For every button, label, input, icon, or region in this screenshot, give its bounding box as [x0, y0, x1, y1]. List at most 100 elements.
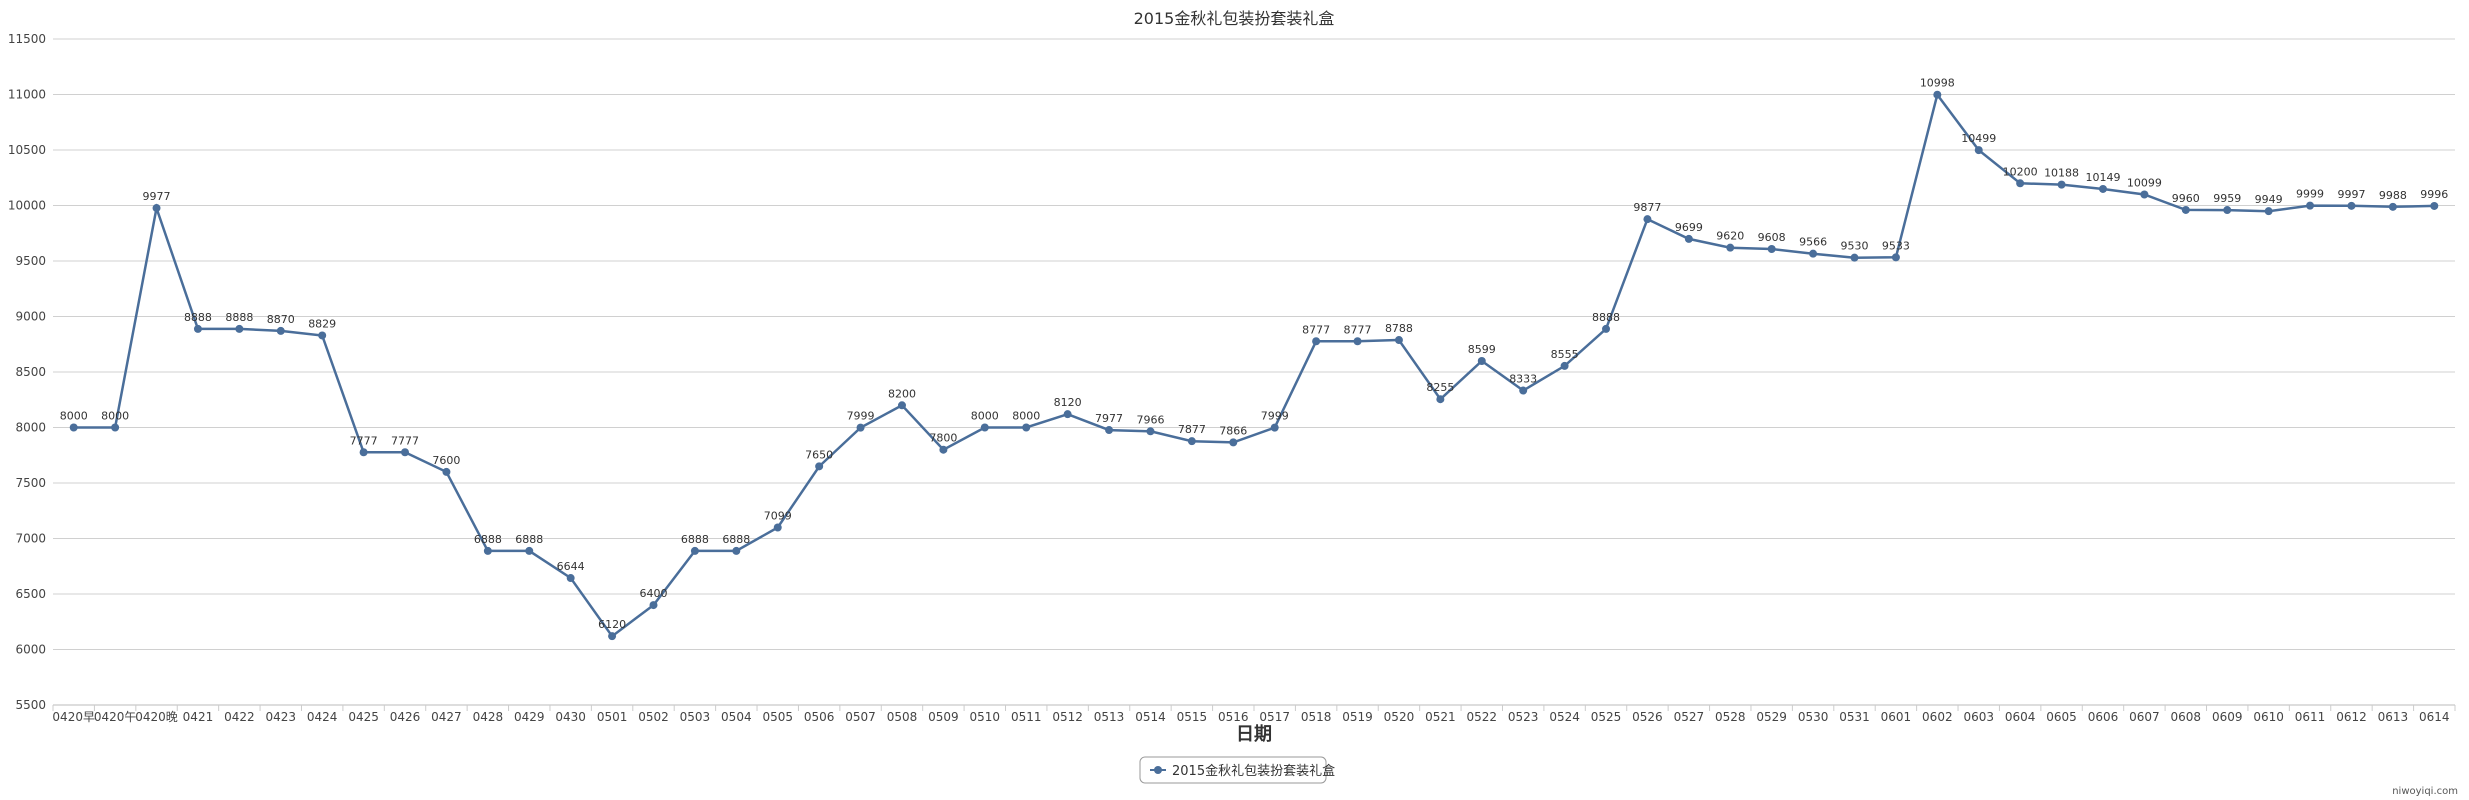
- x-tick-label: 0604: [2005, 710, 2036, 724]
- data-point[interactable]: [111, 423, 120, 432]
- legend[interactable]: 2015金秋礼包装扮套装礼盒: [1139, 756, 1335, 784]
- data-point[interactable]: [980, 423, 989, 432]
- data-point[interactable]: [2430, 201, 2439, 210]
- data-point[interactable]: [401, 448, 410, 457]
- data-point[interactable]: [2223, 206, 2232, 215]
- legend-label: 2015金秋礼包装扮套装礼盒: [1172, 763, 1335, 779]
- x-tick-label: 0514: [1135, 710, 1166, 724]
- data-point[interactable]: [2306, 201, 2315, 210]
- data-point[interactable]: [442, 467, 451, 476]
- data-point[interactable]: [2098, 184, 2107, 193]
- data-point[interactable]: [1560, 361, 1569, 370]
- data-point[interactable]: [815, 462, 824, 471]
- data-point[interactable]: [1767, 245, 1776, 254]
- chart-title: 2015金秋礼包装扮套装礼盒: [1134, 9, 1335, 28]
- data-point[interactable]: [2264, 207, 2273, 216]
- data-point[interactable]: [1394, 336, 1403, 345]
- data-label: 6888: [515, 533, 543, 546]
- data-label: 9960: [2172, 192, 2200, 205]
- data-point[interactable]: [1022, 423, 1031, 432]
- y-tick-label: 7500: [15, 476, 46, 490]
- data-point[interactable]: [69, 423, 78, 432]
- data-point[interactable]: [1312, 337, 1321, 346]
- data-label: 8200: [888, 387, 916, 400]
- x-tick-label: 0506: [804, 710, 835, 724]
- x-tick-label: 0420早: [52, 710, 95, 724]
- x-tick-label: 0601: [1881, 710, 1912, 724]
- data-point[interactable]: [2016, 179, 2025, 188]
- data-point[interactable]: [1850, 253, 1859, 262]
- data-label: 6644: [557, 560, 585, 573]
- x-tick-label: 0519: [1342, 710, 1373, 724]
- data-point[interactable]: [235, 324, 244, 333]
- data-point[interactable]: [483, 546, 492, 555]
- y-tick-label: 11500: [8, 32, 46, 46]
- credit-text[interactable]: niwoyiqi.com: [2392, 786, 2458, 797]
- data-point[interactable]: [856, 423, 865, 432]
- data-point[interactable]: [193, 324, 202, 333]
- data-point[interactable]: [1146, 427, 1155, 436]
- data-point[interactable]: [1187, 437, 1196, 446]
- x-tick-label: 0610: [2253, 710, 2284, 724]
- data-label: 6888: [474, 533, 502, 546]
- data-label: 8120: [1054, 396, 1082, 409]
- data-point[interactable]: [1270, 423, 1279, 432]
- x-tick-label: 0420午: [94, 710, 137, 724]
- x-tick-label: 0507: [845, 710, 876, 724]
- data-label: 9949: [2255, 193, 2283, 206]
- data-point[interactable]: [1105, 426, 1114, 435]
- y-tick-label: 8500: [15, 365, 46, 379]
- data-label: 8888: [184, 311, 212, 324]
- y-tick-label: 10000: [8, 199, 46, 213]
- data-point[interactable]: [897, 401, 906, 410]
- x-tick-label: 0426: [390, 710, 421, 724]
- series-layer: [69, 90, 2439, 641]
- data-point[interactable]: [2181, 205, 2190, 214]
- x-tick-label: 0523: [1508, 710, 1539, 724]
- data-label: 7866: [1219, 424, 1247, 437]
- data-labels: 8000 8000 9977 8888 8888 8870 8829 7777 7777 7600…: [60, 77, 2449, 631]
- x-tick-label: 0531: [1839, 710, 1870, 724]
- data-point[interactable]: [1436, 395, 1445, 404]
- data-point[interactable]: [773, 523, 782, 532]
- x-tick-label: 0502: [638, 710, 669, 724]
- data-point[interactable]: [2140, 190, 2149, 199]
- data-point[interactable]: [1063, 410, 1072, 419]
- data-point[interactable]: [608, 632, 617, 641]
- data-label: 8888: [225, 311, 253, 324]
- data-point[interactable]: [1353, 337, 1362, 346]
- data-label: 9530: [1841, 240, 1869, 253]
- data-point[interactable]: [939, 445, 948, 454]
- data-point[interactable]: [276, 326, 285, 335]
- data-point[interactable]: [1643, 215, 1652, 224]
- data-label: 9608: [1758, 231, 1786, 244]
- data-point[interactable]: [1602, 324, 1611, 333]
- data-point[interactable]: [1726, 243, 1735, 252]
- data-point[interactable]: [1684, 234, 1693, 243]
- data-point[interactable]: [1477, 357, 1486, 366]
- data-point[interactable]: [1974, 146, 1983, 155]
- data-point[interactable]: [152, 204, 161, 213]
- data-point[interactable]: [566, 574, 575, 583]
- data-point[interactable]: [732, 546, 741, 555]
- data-point[interactable]: [2347, 201, 2356, 210]
- data-point[interactable]: [1809, 249, 1818, 258]
- data-point[interactable]: [690, 546, 699, 555]
- y-tick-label: 8000: [15, 421, 46, 435]
- data-point[interactable]: [1891, 253, 1900, 262]
- data-point[interactable]: [318, 331, 327, 340]
- data-label: 7777: [391, 434, 419, 447]
- data-point[interactable]: [525, 546, 534, 555]
- data-point[interactable]: [2057, 180, 2066, 189]
- data-label: 8255: [1426, 381, 1454, 394]
- x-tick-label: 0515: [1177, 710, 1208, 724]
- data-point[interactable]: [1229, 438, 1238, 447]
- data-point[interactable]: [1933, 90, 1942, 99]
- data-point[interactable]: [2388, 202, 2397, 211]
- data-label: 9997: [2337, 188, 2365, 201]
- data-point[interactable]: [359, 448, 368, 457]
- data-point[interactable]: [649, 601, 658, 610]
- data-point[interactable]: [1519, 386, 1528, 395]
